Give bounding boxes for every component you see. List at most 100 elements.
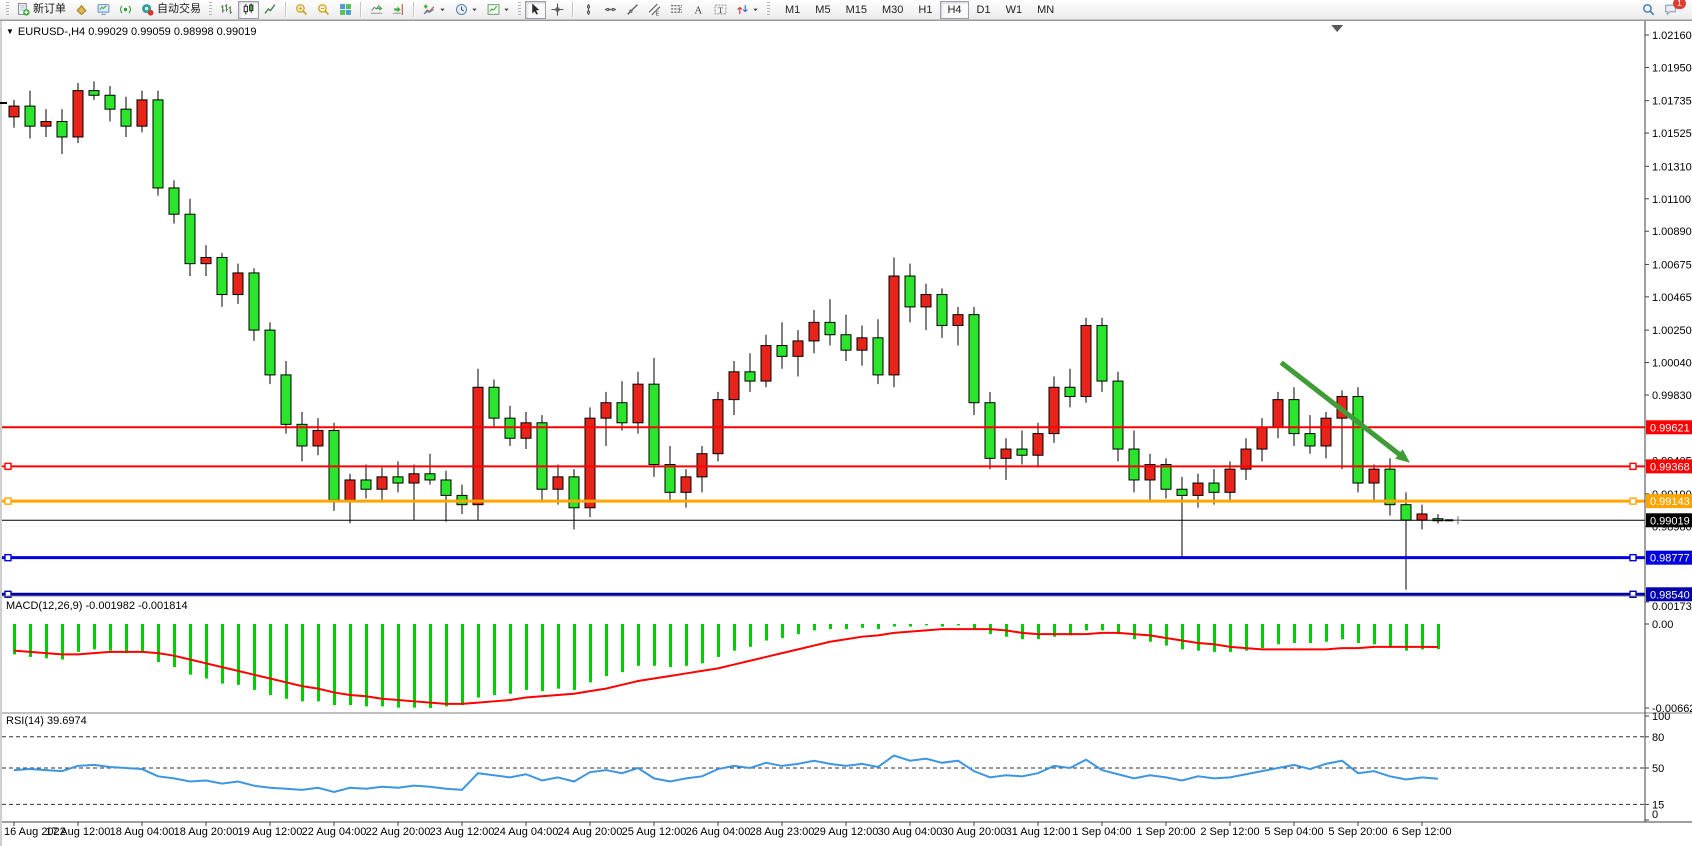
- svg-text:-0.006628: -0.006628: [1652, 703, 1692, 715]
- candle: [520, 422, 532, 439]
- toolbar-separator: [413, 2, 415, 17]
- svg-text:0.00: 0.00: [1652, 619, 1673, 631]
- candle: [72, 90, 84, 138]
- tile-windows-button[interactable]: [335, 1, 356, 19]
- horizontal-line-button[interactable]: [600, 1, 621, 19]
- timeframe-button-M30[interactable]: M30: [875, 1, 910, 19]
- chart-shift-button[interactable]: [388, 1, 409, 19]
- support-blue-line-1-handle[interactable]: [4, 553, 12, 562]
- zoom-out-button[interactable]: [313, 1, 334, 19]
- candle: [760, 345, 772, 382]
- candle: [1352, 396, 1364, 484]
- timeframe-button-M1[interactable]: M1: [778, 1, 807, 19]
- candle: [120, 108, 132, 127]
- candle: [1080, 324, 1092, 398]
- svg-text:29 Aug 12:00: 29 Aug 12:00: [814, 826, 879, 838]
- arrows-button[interactable]: [732, 1, 763, 19]
- chart-canvas[interactable]: 1.02160 1.01950 1.01735 1.01525 1.01310 1.011…: [0, 21, 1692, 846]
- toolbar-grip[interactable]: [767, 2, 770, 17]
- resistance-line-2-handle[interactable]: [4, 462, 12, 471]
- market-watch-button[interactable]: [71, 1, 92, 19]
- support-blue-line-1-handle[interactable]: [1629, 553, 1637, 562]
- candle: [728, 371, 740, 401]
- svg-text:15: 15: [1652, 799, 1664, 811]
- rsi-pane: 100 80 50 150: [2, 711, 1670, 821]
- timeframe-button-M5[interactable]: M5: [808, 1, 837, 19]
- support-orange-line-handle[interactable]: [1629, 497, 1637, 505]
- timeframe-button-H4[interactable]: H4: [940, 0, 969, 19]
- periods-button[interactable]: [451, 1, 482, 19]
- crosshair-button[interactable]: [547, 1, 568, 19]
- vertical-line-button[interactable]: [578, 1, 599, 19]
- candle-chart-button[interactable]: [238, 0, 259, 19]
- candle: [792, 340, 804, 357]
- candle: [408, 473, 420, 484]
- candle: [1304, 433, 1316, 447]
- auto-scroll-button[interactable]: [366, 1, 387, 19]
- candle: [984, 402, 996, 459]
- templates-icon: [487, 3, 500, 16]
- support-blue-line-2-price-label: [1646, 587, 1692, 602]
- candle: [776, 345, 788, 357]
- chart-shift-marker[interactable]: [1331, 25, 1344, 32]
- toolbar-grip[interactable]: [518, 2, 521, 17]
- toolbar-separator: [360, 2, 362, 17]
- toolbar-grip[interactable]: [6, 2, 9, 17]
- chart-shift-icon: [392, 3, 405, 16]
- zoom-in-button[interactable]: [291, 1, 312, 19]
- timeframe-button-D1[interactable]: D1: [970, 1, 998, 19]
- toolbar-grip[interactable]: [209, 2, 212, 17]
- autotrade-button[interactable]: 自动交易: [137, 1, 205, 19]
- candle: [616, 402, 628, 424]
- macd-indicator-label: MACD(12,26,9) -0.001982 -0.001814: [6, 600, 188, 612]
- cursor-arrow-icon: [529, 3, 542, 16]
- search-button[interactable]: [1638, 1, 1659, 19]
- svg-text:1.01310: 1.01310: [1652, 161, 1692, 173]
- bar-chart-button[interactable]: [216, 1, 237, 19]
- text-label-button[interactable]: T: [710, 1, 731, 19]
- line-chart-button[interactable]: [260, 1, 281, 19]
- signals-button[interactable]: [115, 1, 136, 19]
- chevron-down-icon: [503, 6, 510, 13]
- svg-text:31 Aug 12:00: 31 Aug 12:00: [1006, 826, 1071, 838]
- svg-text:0.98777: 0.98777: [1650, 553, 1690, 565]
- templates-button[interactable]: [483, 1, 514, 19]
- candle: [1256, 426, 1268, 450]
- timeframe-button-H1[interactable]: H1: [911, 1, 939, 19]
- svg-text:0.99830: 0.99830: [1652, 390, 1692, 402]
- text-button[interactable]: A: [688, 1, 709, 19]
- candle: [888, 275, 900, 376]
- equidistant-channel-button[interactable]: E: [644, 1, 665, 19]
- candle: [1064, 386, 1076, 398]
- candle: [1384, 468, 1396, 506]
- indicators-button[interactable]: [419, 1, 450, 19]
- timeframe-button-M15[interactable]: M15: [839, 1, 874, 19]
- fibonacci-button[interactable]: F: [666, 1, 687, 19]
- candle: [56, 121, 68, 138]
- ask-cross-marker: [1454, 516, 1462, 525]
- svg-text:1.00250: 1.00250: [1652, 325, 1692, 337]
- symbol-collapse-icon[interactable]: ▼: [6, 27, 14, 36]
- new-order-button[interactable]: 新订单: [13, 1, 70, 19]
- svg-text:100: 100: [1652, 711, 1670, 723]
- trendline-button[interactable]: [622, 1, 643, 19]
- candle: [1000, 448, 1012, 459]
- svg-text:0.99368: 0.99368: [1650, 461, 1690, 473]
- support-blue-line-2-handle[interactable]: [4, 590, 12, 598]
- support-blue-line-2-handle[interactable]: [1629, 590, 1637, 598]
- trend-arrow-annotation[interactable]: [1279, 360, 1410, 463]
- equidistant-channel-icon: E: [648, 3, 661, 16]
- toolbar-separator: [285, 2, 287, 17]
- timeframe-button-MN[interactable]: MN: [1030, 1, 1061, 19]
- svg-text:1.00465: 1.00465: [1652, 292, 1692, 304]
- cursor-button[interactable]: [525, 0, 546, 19]
- svg-text:1.01950: 1.01950: [1652, 62, 1692, 74]
- support-orange-line-handle[interactable]: [4, 497, 12, 505]
- candle: [1208, 482, 1220, 493]
- candle: [632, 383, 644, 424]
- terminal-button[interactable]: [93, 1, 114, 19]
- resistance-line-2-handle[interactable]: [1629, 462, 1637, 471]
- timeframe-button-W1[interactable]: W1: [999, 1, 1030, 19]
- svg-text:18 Aug 04:00: 18 Aug 04:00: [110, 826, 175, 838]
- candle: [680, 476, 692, 493]
